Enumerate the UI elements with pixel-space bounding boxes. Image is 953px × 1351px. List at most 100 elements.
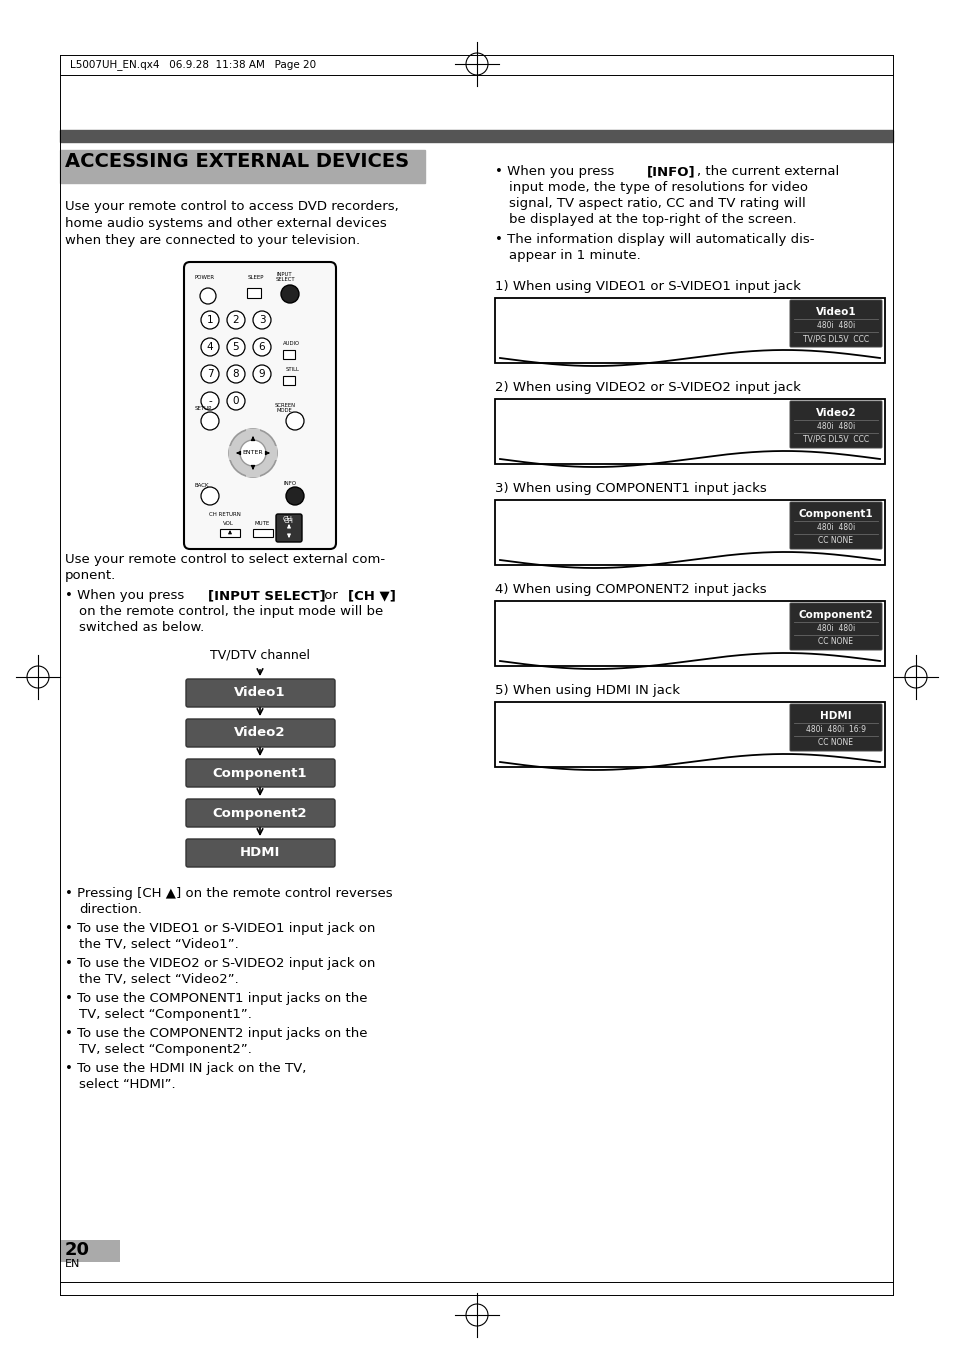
Bar (495, 500, 884, 565)
Bar (495, 703, 884, 767)
Text: [INFO]: [INFO] (646, 165, 695, 178)
Text: VOL: VOL (223, 521, 233, 526)
Circle shape (227, 338, 245, 357)
Text: SELECT: SELECT (275, 277, 295, 282)
FancyBboxPatch shape (789, 503, 882, 549)
Circle shape (253, 338, 271, 357)
Text: AUDIO: AUDIO (283, 340, 299, 346)
Text: 9: 9 (258, 369, 265, 380)
Text: • Pressing [CH ▲] on the remote control reverses: • Pressing [CH ▲] on the remote control … (65, 888, 393, 900)
FancyBboxPatch shape (789, 704, 882, 751)
FancyBboxPatch shape (186, 680, 335, 707)
Circle shape (240, 440, 266, 466)
Text: INPUT: INPUT (276, 272, 293, 277)
Text: 3: 3 (258, 315, 265, 326)
Text: Video1: Video1 (815, 307, 856, 317)
Text: ACCESSING EXTERNAL DEVICES: ACCESSING EXTERNAL DEVICES (65, 153, 409, 172)
Bar (253, 530, 273, 536)
FancyBboxPatch shape (275, 513, 302, 542)
FancyBboxPatch shape (184, 262, 335, 549)
Text: or: or (319, 589, 342, 603)
Text: 5: 5 (233, 342, 239, 353)
Bar (495, 601, 884, 666)
Text: SCREEN: SCREEN (274, 403, 295, 408)
Text: 480i  480i: 480i 480i (816, 523, 854, 532)
Text: home audio systems and other external devices: home audio systems and other external de… (65, 218, 386, 230)
FancyBboxPatch shape (789, 603, 882, 650)
FancyBboxPatch shape (186, 839, 335, 867)
Text: SETUP: SETUP (194, 407, 213, 411)
Text: 3) When using COMPONENT1 input jacks: 3) When using COMPONENT1 input jacks (495, 482, 766, 494)
Text: ponent.: ponent. (65, 569, 116, 582)
Text: STILL: STILL (286, 367, 299, 372)
Circle shape (227, 392, 245, 409)
Text: TV, select “Component1”.: TV, select “Component1”. (79, 1008, 252, 1021)
Text: 4: 4 (207, 342, 213, 353)
Text: the TV, select “Video1”.: the TV, select “Video1”. (79, 938, 238, 951)
FancyBboxPatch shape (186, 798, 335, 827)
Circle shape (201, 311, 219, 330)
Text: select “HDMI”.: select “HDMI”. (79, 1078, 175, 1092)
Text: • To use the HDMI IN jack on the TV,: • To use the HDMI IN jack on the TV, (65, 1062, 306, 1075)
Text: MUTE: MUTE (254, 521, 270, 526)
Text: Video2: Video2 (815, 408, 856, 417)
Text: 1: 1 (207, 315, 213, 326)
Text: TV/PG DL5V  CCC: TV/PG DL5V CCC (802, 334, 868, 343)
Text: Video2: Video2 (234, 727, 286, 739)
Text: • To use the VIDEO1 or S-VIDEO1 input jack on: • To use the VIDEO1 or S-VIDEO1 input ja… (65, 921, 375, 935)
Circle shape (201, 412, 219, 430)
Circle shape (281, 285, 298, 303)
Text: • The information display will automatically dis-: • The information display will automatic… (495, 232, 814, 246)
Circle shape (200, 288, 215, 304)
Circle shape (229, 430, 276, 477)
Text: appear in 1 minute.: appear in 1 minute. (509, 249, 640, 262)
FancyBboxPatch shape (186, 759, 335, 788)
Circle shape (286, 486, 304, 505)
Bar (229, 446, 276, 459)
Circle shape (201, 338, 219, 357)
Text: CH: CH (284, 517, 294, 524)
Text: 480i  480i  16:9: 480i 480i 16:9 (805, 725, 865, 734)
Text: TV/DTV channel: TV/DTV channel (210, 648, 310, 662)
Text: 2) When using VIDEO2 or S-VIDEO2 input jack: 2) When using VIDEO2 or S-VIDEO2 input j… (495, 381, 800, 394)
Circle shape (227, 311, 245, 330)
Text: Use your remote control to select external com-: Use your remote control to select extern… (65, 553, 385, 566)
Circle shape (201, 365, 219, 382)
Text: HDMI: HDMI (820, 711, 851, 721)
Text: 2: 2 (233, 315, 239, 326)
Circle shape (286, 412, 304, 430)
Text: 6: 6 (258, 342, 265, 353)
Text: • When you press: • When you press (495, 165, 618, 178)
Text: CC NONE: CC NONE (818, 738, 853, 747)
Text: 480i  480i: 480i 480i (816, 624, 854, 634)
Text: CC NONE: CC NONE (818, 536, 853, 544)
Bar (283, 350, 294, 359)
Text: the TV, select “Video2”.: the TV, select “Video2”. (79, 973, 238, 986)
Text: ENTER: ENTER (242, 450, 263, 455)
Bar (247, 288, 261, 299)
Text: [CH ▼]: [CH ▼] (348, 589, 395, 603)
Text: Component2: Component2 (798, 611, 872, 620)
Text: Component1: Component1 (213, 766, 307, 780)
Circle shape (227, 365, 245, 382)
Text: • To use the COMPONENT2 input jacks on the: • To use the COMPONENT2 input jacks on t… (65, 1027, 367, 1040)
FancyBboxPatch shape (186, 719, 335, 747)
Text: HDMI: HDMI (239, 847, 280, 859)
Text: SLEEP: SLEEP (248, 276, 264, 280)
Text: 480i  480i: 480i 480i (816, 422, 854, 431)
Text: input mode, the type of resolutions for video: input mode, the type of resolutions for … (509, 181, 807, 195)
Text: Use your remote control to access DVD recorders,: Use your remote control to access DVD re… (65, 200, 398, 213)
Text: MODE: MODE (276, 408, 293, 413)
Text: Component1: Component1 (798, 509, 872, 519)
Text: • To use the COMPONENT1 input jacks on the: • To use the COMPONENT1 input jacks on t… (65, 992, 367, 1005)
Bar (495, 399, 884, 463)
Text: 8: 8 (233, 369, 239, 380)
FancyBboxPatch shape (789, 300, 882, 347)
FancyBboxPatch shape (789, 401, 882, 449)
Text: Component2: Component2 (213, 807, 307, 820)
Text: direction.: direction. (79, 902, 142, 916)
Text: L5007UH_EN.qx4   06.9.28  11:38 AM   Page 20: L5007UH_EN.qx4 06.9.28 11:38 AM Page 20 (70, 59, 315, 70)
Bar (60, 150, 424, 182)
Text: CH: CH (283, 516, 293, 521)
Text: 5) When using HDMI IN jack: 5) When using HDMI IN jack (495, 684, 679, 697)
